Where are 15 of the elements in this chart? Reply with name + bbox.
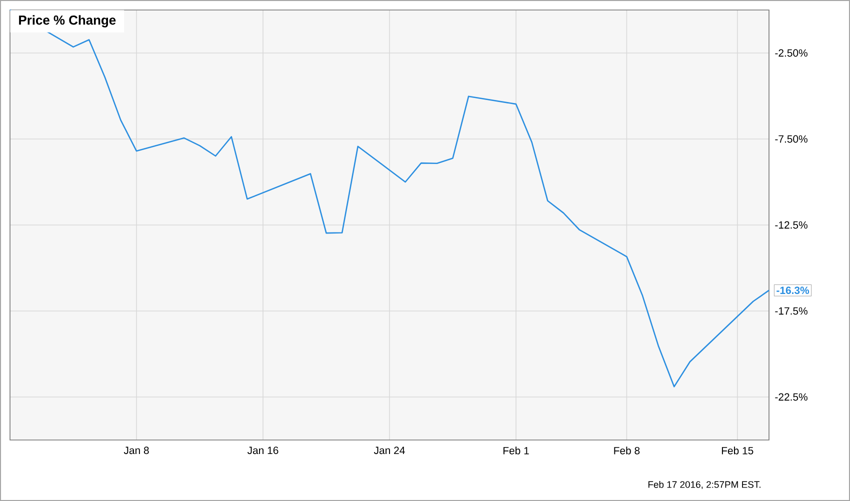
- x-tick-label: Feb 15: [722, 446, 754, 454]
- y-tick-label: -17.5%: [775, 307, 808, 315]
- data-label: -16.3%: [776, 286, 810, 294]
- y-tick-label: -7.50%: [775, 135, 808, 143]
- text: Feb 17 2016, 2:57PM EST.: [648, 480, 760, 490]
- y-tick-label: -12.5%: [775, 221, 808, 229]
- x-tick-label: Feb 8: [614, 446, 640, 454]
- x-tick-label: Feb 1: [503, 446, 529, 454]
- chart-title: Price % Change: [19, 15, 116, 28]
- x-tick-label: Jan 16: [247, 446, 278, 454]
- line-series: [9, 9, 770, 388]
- y-tick-label: -2.50%: [775, 49, 808, 57]
- x-tick-label: Jan 24: [374, 446, 405, 454]
- x-tick-label: Jan 8: [124, 446, 149, 454]
- y-tick-label: -22.5%: [775, 393, 808, 401]
